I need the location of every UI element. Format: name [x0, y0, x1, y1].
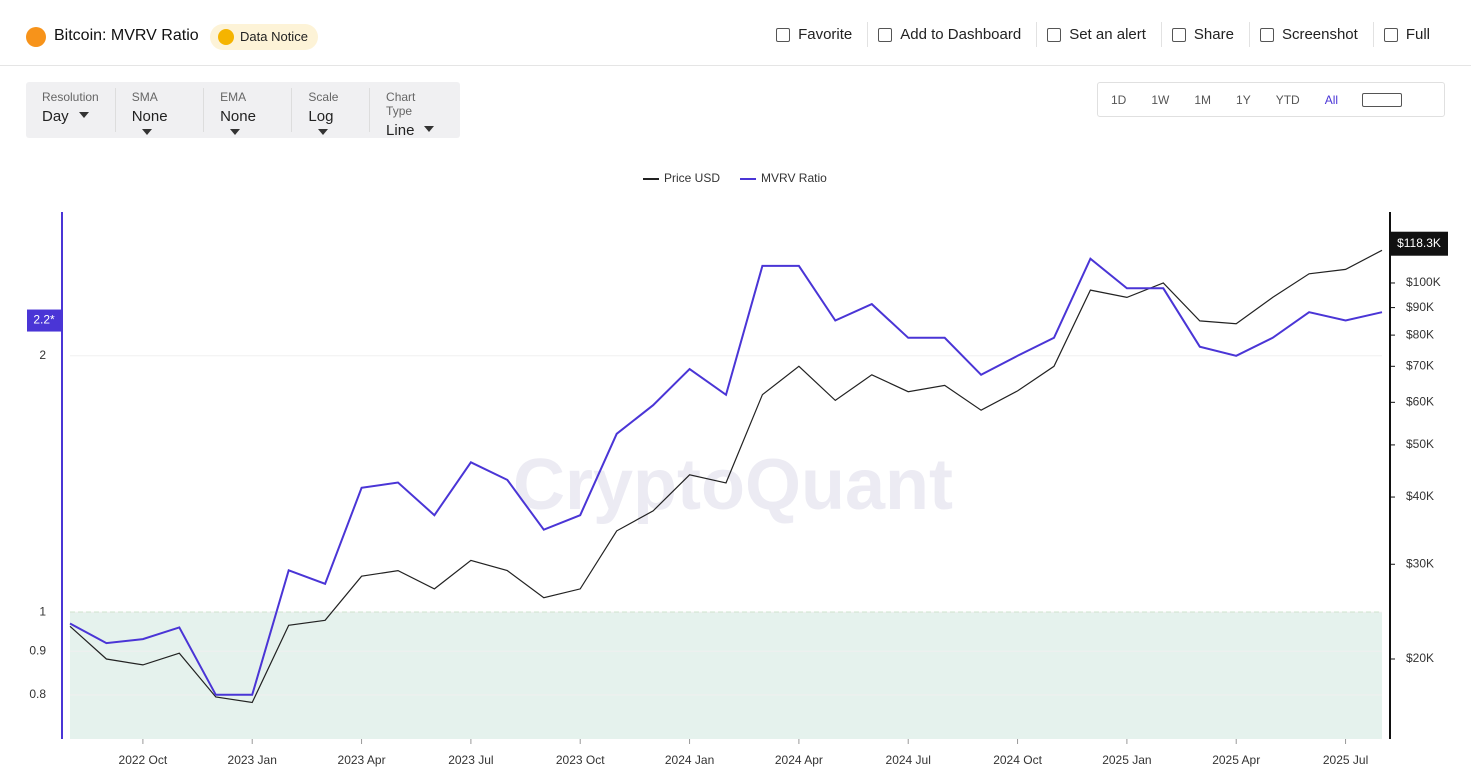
- x-tick-label: 2024 Apr: [775, 753, 823, 767]
- y2-tick-label: $90K: [1406, 300, 1434, 314]
- range-button[interactable]: All: [1324, 92, 1339, 107]
- x-tick-label: 2023 Apr: [338, 753, 386, 767]
- action-button[interactable]: Favorite: [766, 22, 867, 47]
- current-value-box: [27, 309, 61, 332]
- legend-label: Price USD: [664, 171, 720, 185]
- dropdown-value: Day: [42, 108, 99, 125]
- dropdown-value: None: [220, 108, 275, 142]
- y2-tick-label: $80K: [1406, 327, 1434, 341]
- action-button[interactable]: Full: [1372, 22, 1445, 47]
- x-tick-label: 2024 Oct: [993, 753, 1042, 767]
- range-button[interactable]: 1W: [1151, 92, 1170, 107]
- dropdown-label: Chart Type: [386, 90, 416, 118]
- series-line: [69, 257, 1383, 696]
- y-tick-label: 0.8: [29, 687, 46, 701]
- dropdown[interactable]: EMA None: [203, 88, 291, 132]
- notice-text: Data Notice: [240, 29, 308, 44]
- range-button[interactable]: YTD: [1275, 92, 1300, 107]
- notice-icon: [218, 29, 234, 45]
- watermark: CryptoQuant: [513, 445, 953, 525]
- dropdown-label: Resolution: [42, 90, 99, 104]
- x-tick-label: 2025 Jan: [1102, 753, 1151, 767]
- range-selector: 1D 1W 1M 1Y YTD All: [1097, 82, 1445, 117]
- page-title: Bitcoin: MVRV Ratio: [54, 27, 199, 44]
- dropdown-value: None: [132, 108, 187, 142]
- action-button[interactable]: Screenshot: [1248, 22, 1373, 47]
- y2-tick-label: $20K: [1406, 651, 1434, 665]
- series-line: [69, 249, 1383, 704]
- header: Bitcoin: MVRV Ratio Data Notice Favorite…: [0, 0, 1471, 66]
- action-button[interactable]: Share: [1160, 22, 1249, 47]
- x-tick-label: 2023 Jul: [448, 753, 493, 767]
- logo: [26, 27, 46, 47]
- range-button[interactable]: 1M: [1194, 92, 1212, 107]
- data-notice[interactable]: Data Notice: [210, 24, 318, 50]
- dropdown-value: Line: [386, 122, 444, 139]
- y-tick-label: 1: [39, 604, 46, 618]
- y-tick-label: 2: [39, 348, 46, 362]
- x-tick-label: 2022 Oct: [119, 753, 168, 767]
- current-value-label: 2.2*: [33, 313, 55, 327]
- dropdown-label: SMA: [131, 90, 158, 104]
- y-tick-label: 0.9: [29, 643, 46, 657]
- current-price-label: $118.3K: [1397, 236, 1441, 250]
- threshold-zone: [70, 612, 1382, 739]
- action-button[interactable]: Add to Dashboard: [867, 22, 1036, 47]
- calendar-button[interactable]: [1362, 92, 1403, 107]
- x-tick-label: 2025 Apr: [1212, 753, 1260, 767]
- current-price-box: [1390, 231, 1448, 256]
- y2-tick-label: $60K: [1406, 394, 1434, 408]
- dropdown[interactable]: Resolution Day: [26, 88, 115, 132]
- y2-tick-label: $30K: [1406, 556, 1434, 570]
- action-button[interactable]: Set an alert: [1036, 22, 1161, 47]
- dropdown[interactable]: Scale Log: [291, 88, 369, 132]
- x-tick-label: 2023 Jan: [228, 753, 277, 767]
- y2-tick-label: $50K: [1406, 437, 1434, 451]
- legend-label: MVRV Ratio: [761, 171, 827, 185]
- y2-tick-label: $100K: [1406, 275, 1441, 289]
- toolbar: Resolution Day SMA None EMA None Scale Log Chart…: [26, 82, 460, 139]
- x-tick-label: 2024 Jan: [665, 753, 714, 767]
- dropdown[interactable]: Chart Type Line: [369, 88, 460, 139]
- dropdown-value: Log: [308, 108, 353, 142]
- dropdown[interactable]: SMA None: [114, 88, 203, 132]
- y2-tick-label: $70K: [1406, 358, 1434, 372]
- dropdown-label: EMA: [220, 90, 247, 104]
- y2-tick-label: $40K: [1406, 489, 1434, 503]
- x-tick-label: 2023 Oct: [556, 753, 605, 767]
- actions: Favorite Add to Dashboard Set an alert Shar…: [766, 22, 1445, 47]
- range-button[interactable]: 1D: [1111, 92, 1127, 107]
- x-tick-label: 2024 Jul: [886, 753, 931, 767]
- x-tick-label: 2025 Jul: [1323, 753, 1368, 767]
- dropdown-label: Scale: [308, 90, 339, 104]
- range-button[interactable]: 1Y: [1236, 92, 1251, 107]
